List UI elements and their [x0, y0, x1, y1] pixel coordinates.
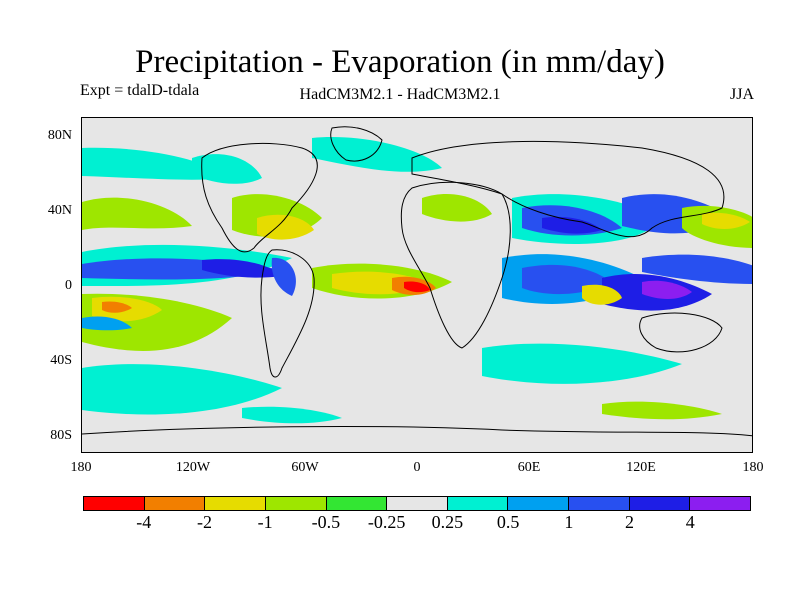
field-region-33: [602, 401, 722, 420]
models-label: HadCM3M2.1 - HadCM3M2.1: [299, 86, 501, 103]
field-region-30: [642, 254, 752, 284]
colorbar-box-7: [508, 497, 570, 510]
colorbar-box-10: [690, 497, 751, 510]
colorbar-box-5: [387, 497, 448, 510]
colorbar-box-8: [569, 497, 630, 510]
lon-tick-120e: 120E: [626, 460, 656, 475]
lon-tick-180e: 180: [742, 460, 764, 475]
field-region-2: [192, 154, 262, 184]
colorbar-box-0: [84, 497, 145, 510]
lon-tick-0: 0: [413, 460, 421, 475]
field-region-10: [271, 257, 296, 296]
experiment-label: Expt = tdalD-tdala: [80, 82, 200, 99]
field-region-29: [702, 212, 750, 229]
colorbar-box-4: [326, 497, 388, 510]
lon-tick-60w: 60W: [291, 460, 319, 475]
colorbar-label-0: -4: [136, 512, 152, 532]
field-region-14: [404, 281, 430, 293]
lat-tick-80n: 80N: [47, 128, 72, 143]
lon-tick-120w: 120W: [175, 460, 211, 475]
colorbar: [83, 496, 751, 511]
colorbar-box-1: [144, 497, 206, 510]
field-region-6: [422, 193, 492, 222]
colorbar-label-8: 2: [625, 512, 635, 532]
colorbar-box-6: [447, 497, 509, 510]
field-region-32: [482, 343, 682, 384]
season-label: JJA: [729, 86, 754, 103]
colorbar-label-5: 0.25: [431, 512, 464, 532]
map-title: Precipitation - Evaporation (in mm/day): [135, 44, 665, 80]
field-region-26: [582, 284, 622, 305]
field-region-21: [542, 216, 602, 234]
lon-tick-60e: 60E: [517, 460, 541, 475]
lon-tick-180w: 180: [70, 460, 92, 475]
lat-tick-0: 0: [65, 278, 72, 293]
field-region-17: [102, 301, 132, 313]
colorbar-label-1: -2: [196, 512, 212, 532]
lat-tick-80s: 80S: [50, 428, 72, 443]
field-region-1: [82, 197, 192, 230]
field-region-34: [242, 406, 342, 424]
precip-evap-map: [81, 117, 753, 453]
field-region-5: [312, 137, 442, 172]
field-region-4: [257, 214, 314, 240]
map-field: [82, 118, 752, 452]
colorbar-box-2: [205, 497, 266, 510]
colorbar-label-4: -0.25: [367, 512, 406, 532]
field-region-25: [642, 280, 692, 299]
colorbar-label-2: -1: [257, 512, 273, 532]
colorbar-box-3: [265, 497, 327, 510]
field-region-9: [202, 259, 282, 278]
field-region-31: [82, 364, 282, 415]
colorbar-label-7: 1: [564, 512, 574, 532]
colorbar-box-9: [629, 497, 691, 510]
colorbar-label-3: -0.5: [311, 512, 341, 532]
colorbar-label-9: 4: [685, 512, 695, 532]
lat-tick-40n: 40N: [47, 203, 72, 218]
lat-tick-40s: 40S: [50, 353, 72, 368]
field-region-18: [82, 316, 132, 331]
colorbar-label-6: 0.5: [496, 512, 520, 532]
